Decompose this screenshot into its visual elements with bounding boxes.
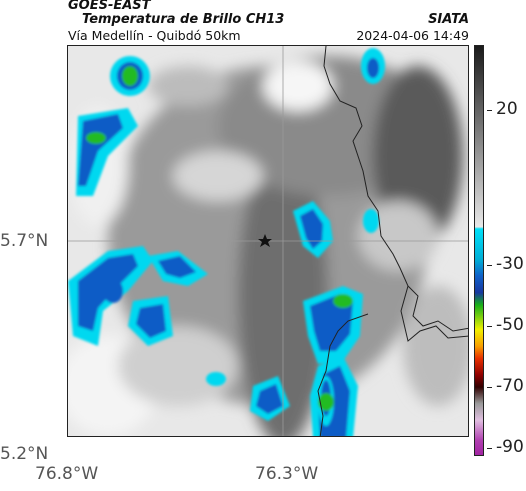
lon-label-right: 76.3°W (255, 464, 319, 484)
department-boundary (407, 285, 468, 332)
department-boundary (317, 313, 369, 436)
department-boundary (323, 46, 468, 342)
colorbar-label: -30 (496, 254, 524, 274)
agency-label: SIATA (428, 12, 469, 27)
lat-label-top: 5.7°N (0, 231, 49, 251)
route-label: Vía Medellín - Quibdó 50km (68, 28, 241, 43)
colorbar-label: 20 (496, 99, 518, 119)
map-subtitle: Temperatura de Brillo CH13 (82, 12, 285, 27)
satellite-map (67, 45, 469, 437)
cold-cloud-tops (68, 48, 385, 436)
colorbar (474, 45, 484, 456)
colorbar-label: -70 (496, 376, 524, 396)
timestamp-label: 2024-04-06 14:49 (356, 28, 469, 43)
star-icon (258, 234, 272, 247)
satellite-image (68, 46, 468, 436)
lon-label-left: 76.8°W (35, 464, 99, 484)
lat-label-bottom: 5.2°N (0, 444, 49, 464)
map-title: GOES-EAST (68, 0, 151, 13)
colorbar-label: -50 (496, 315, 524, 335)
colorbar-label: -90 (496, 437, 524, 457)
